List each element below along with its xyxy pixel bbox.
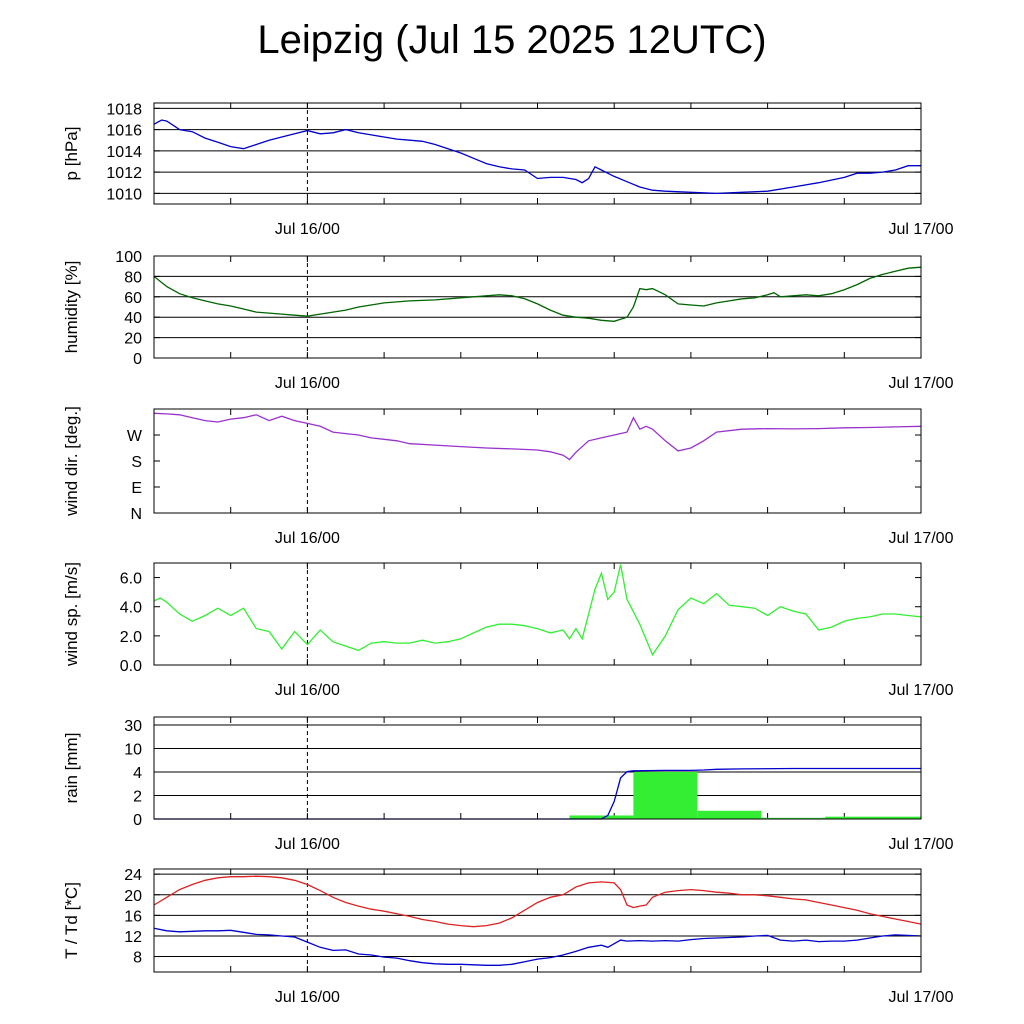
- y-axis-title: humidity [%]: [62, 261, 81, 354]
- y-tick-label: 40: [124, 310, 142, 327]
- plot-frame: [153, 255, 922, 359]
- y-tick-label: 4: [133, 765, 142, 782]
- panel-6: 8 12 16 20 24 Jul 16/00 Jul 17/00 T / Td [*C]: [62, 867, 954, 1006]
- rain-bar: [569, 815, 634, 819]
- y-tick-label: 16: [124, 908, 142, 925]
- x-tick-label: Jul 16/00: [275, 375, 340, 392]
- x-tick-label: Jul 17/00: [889, 375, 954, 392]
- x-tick-label: Jul 17/00: [889, 530, 954, 547]
- rain-bar: [633, 772, 698, 819]
- y-tick-label: 80: [124, 269, 142, 286]
- y-tick-label: 100: [115, 249, 142, 266]
- series-line: [153, 412, 922, 461]
- y-tick-label: 0: [133, 812, 142, 829]
- panel-5: 0 2 4 10 30 Jul 16/00 Jul 17/00 rain [mm]: [62, 716, 954, 853]
- series-line: [153, 119, 921, 195]
- x-tick-label: Jul 17/00: [889, 836, 954, 853]
- x-tick-label: Jul 17/00: [889, 989, 954, 1006]
- y-tick-label: 60: [124, 290, 142, 307]
- y-tick-label: W: [127, 428, 143, 445]
- y-axis-title: rain [mm]: [62, 733, 81, 804]
- y-tick-label: 1018: [106, 101, 142, 118]
- y-tick-label: 20: [124, 888, 142, 905]
- series-line: [153, 266, 922, 322]
- plot-frame: [153, 102, 922, 205]
- x-tick-label: Jul 17/00: [889, 682, 954, 699]
- x-tick-label: Jul 17/00: [889, 221, 954, 238]
- series-line-td: [153, 927, 922, 966]
- plot-frame: [153, 868, 922, 973]
- page-title: Leipzig (Jul 15 2025 12UTC): [257, 18, 767, 62]
- x-tick-label: Jul 16/00: [275, 836, 340, 853]
- series-line-accumulated: [154, 767, 921, 820]
- x-tick-label: Jul 16/00: [275, 682, 340, 699]
- plot-frame: [153, 562, 922, 666]
- y-axis-title: wind dir. [deg.]: [62, 406, 81, 517]
- plot-frame: [153, 408, 922, 514]
- y-tick-label: 6.0: [120, 571, 142, 588]
- y-tick-label: 8: [133, 950, 142, 967]
- y-tick-label: E: [131, 480, 142, 497]
- y-tick-label: 0: [133, 351, 142, 368]
- y-tick-label: 20: [124, 331, 142, 348]
- plot-frame: [153, 716, 922, 820]
- y-tick-label: 1010: [106, 186, 142, 203]
- y-tick-label: 2.0: [120, 629, 142, 646]
- x-tick-label: Jul 16/00: [275, 530, 340, 547]
- y-tick-label: 1016: [106, 123, 142, 140]
- y-tick-label: 24: [124, 867, 142, 884]
- y-axis-title: wind sp. [m/s]: [62, 562, 81, 667]
- panel-4: 0.0 2.0 4.0 6.0 Jul 16/00 Jul 17/00 wind sp. […: [62, 562, 954, 699]
- rain-bar: [697, 810, 762, 819]
- series-line: [153, 564, 922, 657]
- rain-bar: [761, 817, 826, 819]
- x-tick-label: Jul 16/00: [275, 221, 340, 238]
- panel-2: 0 20 40 60 80 100 Jul 16/00 Jul 17/00 humidity […: [62, 249, 954, 392]
- y-axis-title: T / Td [*C]: [62, 882, 81, 959]
- y-tick-label: 0.0: [120, 658, 142, 675]
- y-tick-label: 1014: [106, 144, 142, 161]
- x-tick-label: Jul 16/00: [275, 989, 340, 1006]
- y-axis-title: p [hPa]: [62, 127, 81, 181]
- series-line-t: [153, 875, 922, 928]
- y-tick-label: 4.0: [120, 600, 142, 617]
- y-tick-label: N: [130, 506, 142, 523]
- y-tick-label: 12: [124, 929, 142, 946]
- y-tick-label: 1012: [106, 165, 142, 182]
- y-tick-label: 10: [124, 742, 142, 759]
- y-tick-label: 2: [133, 789, 142, 806]
- rain-bar: [825, 816, 921, 819]
- y-tick-label: S: [131, 454, 142, 471]
- y-tick-label: 30: [124, 718, 142, 735]
- panel-1: 1010 1012 1014 1016 1018 Jul 16/00 Jul 17/00 p …: [62, 101, 954, 238]
